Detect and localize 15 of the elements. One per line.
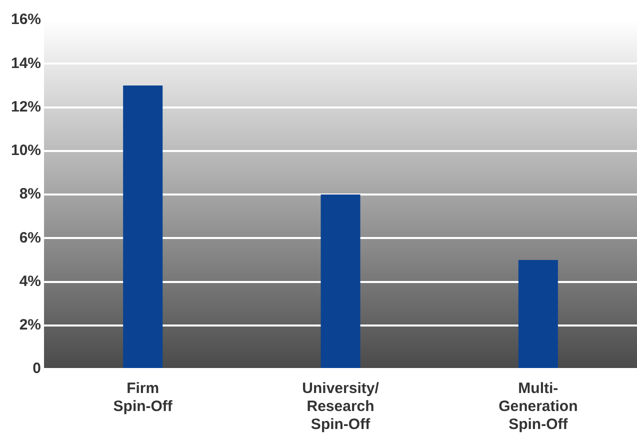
y-tick-label: 12%	[10, 98, 42, 116]
y-tick-label: 14%	[10, 54, 42, 72]
y-tick-label: 2%	[19, 316, 42, 334]
bar	[518, 260, 558, 368]
x-tick-label: Firm Spin-Off	[113, 380, 174, 416]
y-tick-label: 6%	[19, 229, 42, 246]
y-tick-label: 4%	[19, 272, 42, 290]
y-tick-label: 10%	[10, 142, 42, 160]
y-tick-label: 0	[32, 360, 42, 378]
y-tick-label: 8%	[19, 186, 42, 203]
x-tick-label: Multi- Generation Spin-Off	[498, 380, 578, 434]
bar	[123, 85, 163, 368]
bar	[320, 194, 360, 368]
x-tick-label: University/ Research Spin-Off	[302, 380, 380, 434]
y-tick-label: 16%	[10, 11, 42, 28]
